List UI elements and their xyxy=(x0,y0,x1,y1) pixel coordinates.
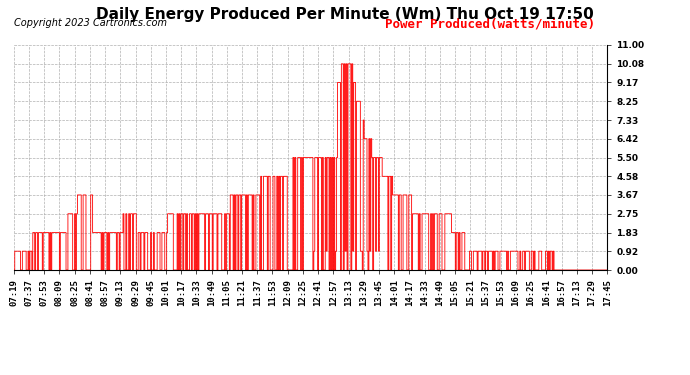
Text: Power Produced(watts/minute): Power Produced(watts/minute) xyxy=(385,18,595,31)
Text: Daily Energy Produced Per Minute (Wm) Thu Oct 19 17:50: Daily Energy Produced Per Minute (Wm) Th… xyxy=(96,8,594,22)
Text: Copyright 2023 Cartronics.com: Copyright 2023 Cartronics.com xyxy=(14,18,167,28)
